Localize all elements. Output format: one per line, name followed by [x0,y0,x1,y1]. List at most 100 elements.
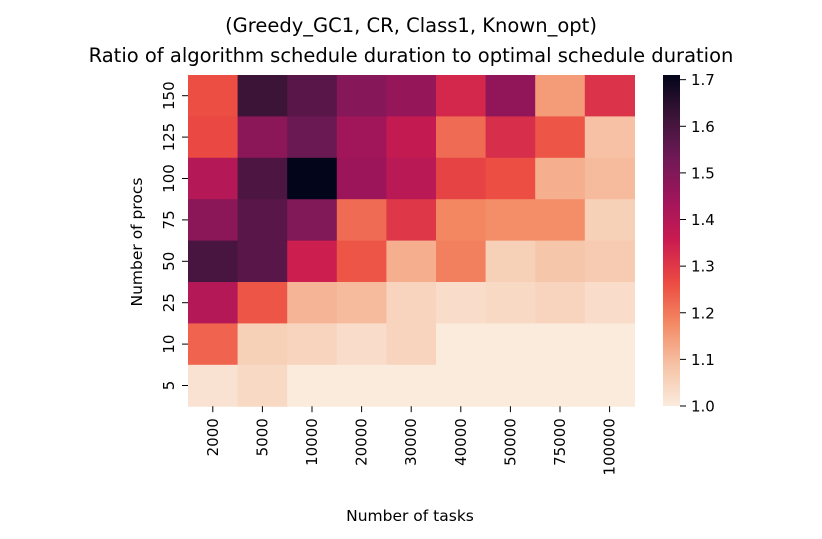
heatmap-cell [188,240,239,283]
colorbar-tick-label: 1.0 [691,398,715,416]
colorbar-tick-label: 1.1 [691,351,715,369]
heatmap-cell [485,116,536,159]
heatmap-cell [485,323,536,366]
x-tick-label: 40000 [452,418,470,466]
heatmap-cell [535,282,586,324]
heatmap-cell [386,116,437,159]
x-tick-label: 50000 [501,418,519,466]
heatmap-cell [237,116,288,159]
x-tick-label: 2000 [204,418,222,456]
heatmap-cell [287,364,338,407]
colorbar-ticks: 1.0 1.1 1.2 1.3 1.4 1.5 1.6 1.7 [680,71,715,416]
heatmap-cell [485,75,536,117]
heatmap-cell [237,75,288,117]
heatmap-cell [584,240,635,283]
heatmap-cell [237,364,288,407]
heatmap-cell [386,323,437,366]
x-tick-label: 100000 [601,418,619,475]
heatmap-cell [436,364,487,407]
y-tick-label: 10 [160,335,178,354]
x-tick-label: 20000 [353,418,371,466]
x-tick-label: 30000 [402,418,420,466]
heatmap-cell [535,323,586,366]
heatmap-cell [237,323,288,366]
heatmap-cell [436,240,487,283]
y-tick-label: 100 [160,164,178,193]
heatmap-cell [237,240,288,283]
heatmap-cell [287,282,338,324]
heatmap-cell [485,364,536,407]
heatmap-cell [287,240,338,283]
heatmap-cell [188,157,239,200]
heatmap-cell [188,282,239,324]
heatmap-cell [336,323,387,366]
heatmap-cell [188,199,239,242]
x-axis-label: Number of tasks [346,507,474,525]
heatmap-cell [386,75,437,117]
y-tick-label: 50 [160,252,178,271]
chart-title: (Greedy_GC1, CR, Class1, Known_opt) [225,14,597,37]
y-axis: 150 125 100 75 50 25 10 5 [160,81,188,390]
heatmap-cell [386,157,437,200]
heatmap-cell [287,75,338,117]
heatmap-cell [287,323,338,366]
heatmap-cell [584,282,635,324]
x-axis: 2000 5000 10000 20000 30000 40000 50000 75000 10… [204,406,619,475]
heatmap-cell [336,157,387,200]
heatmap-cell [386,282,437,324]
heatmap-cell [237,199,288,242]
heatmap-cell [535,240,586,283]
heatmap-cell [436,282,487,324]
heatmap-cell [584,199,635,242]
heatmap-cell [485,240,536,283]
chart-subtitle: Ratio of algorithm schedule duration to … [89,44,734,67]
heatmap-cell [436,75,487,117]
y-tick-label: 25 [160,293,178,312]
heatmap-cell [237,282,288,324]
heatmap-cell [386,364,437,407]
heatmap-cell [584,157,635,200]
heatmap-cell [535,75,586,117]
heatmap-cell [188,116,239,159]
heatmap-cell [485,282,536,324]
x-tick-label: 10000 [303,418,321,466]
heatmap-cell [535,364,586,407]
heatmap-cells [188,75,635,407]
heatmap-cell [436,323,487,366]
heatmap-cell [584,116,635,159]
heatmap-cell [336,116,387,159]
heatmap-cell [336,199,387,242]
colorbar-tick-label: 1.2 [691,304,715,322]
x-tick-label: 75000 [551,418,569,466]
colorbar-tick-label: 1.4 [691,211,715,229]
heatmap-cell [485,199,536,242]
heatmap-cell [287,199,338,242]
heatmap-cell [287,157,338,200]
y-tick-label: 125 [160,123,178,152]
y-axis-label: Number of procs [128,177,146,306]
heatmap-cell [188,364,239,407]
heatmap-cell [535,199,586,242]
heatmap-cell [336,75,387,117]
heatmap-cell [436,116,487,159]
heatmap-cell [584,75,635,117]
colorbar [663,75,680,406]
heatmap-cell [584,364,635,407]
y-tick-label: 5 [160,381,178,391]
colorbar-tick-label: 1.3 [691,258,715,276]
colorbar-tick-label: 1.5 [691,164,715,182]
y-tick-label: 75 [160,210,178,229]
heatmap-cell [188,75,239,117]
heatmap-cell [386,240,437,283]
heatmap-cell [237,157,288,200]
heatmap-cell [584,323,635,366]
heatmap-cell [336,240,387,283]
heatmap-cell [485,157,536,200]
heatmap-cell [535,157,586,200]
y-tick-label: 150 [160,81,178,110]
heatmap-cell [535,116,586,159]
colorbar-tick-label: 1.7 [691,71,715,89]
colorbar-tick-label: 1.6 [691,118,715,136]
x-tick-label: 5000 [253,418,271,456]
